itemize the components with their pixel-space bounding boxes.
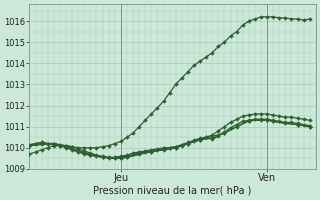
X-axis label: Pression niveau de la mer( hPa ): Pression niveau de la mer( hPa ) — [93, 186, 252, 196]
